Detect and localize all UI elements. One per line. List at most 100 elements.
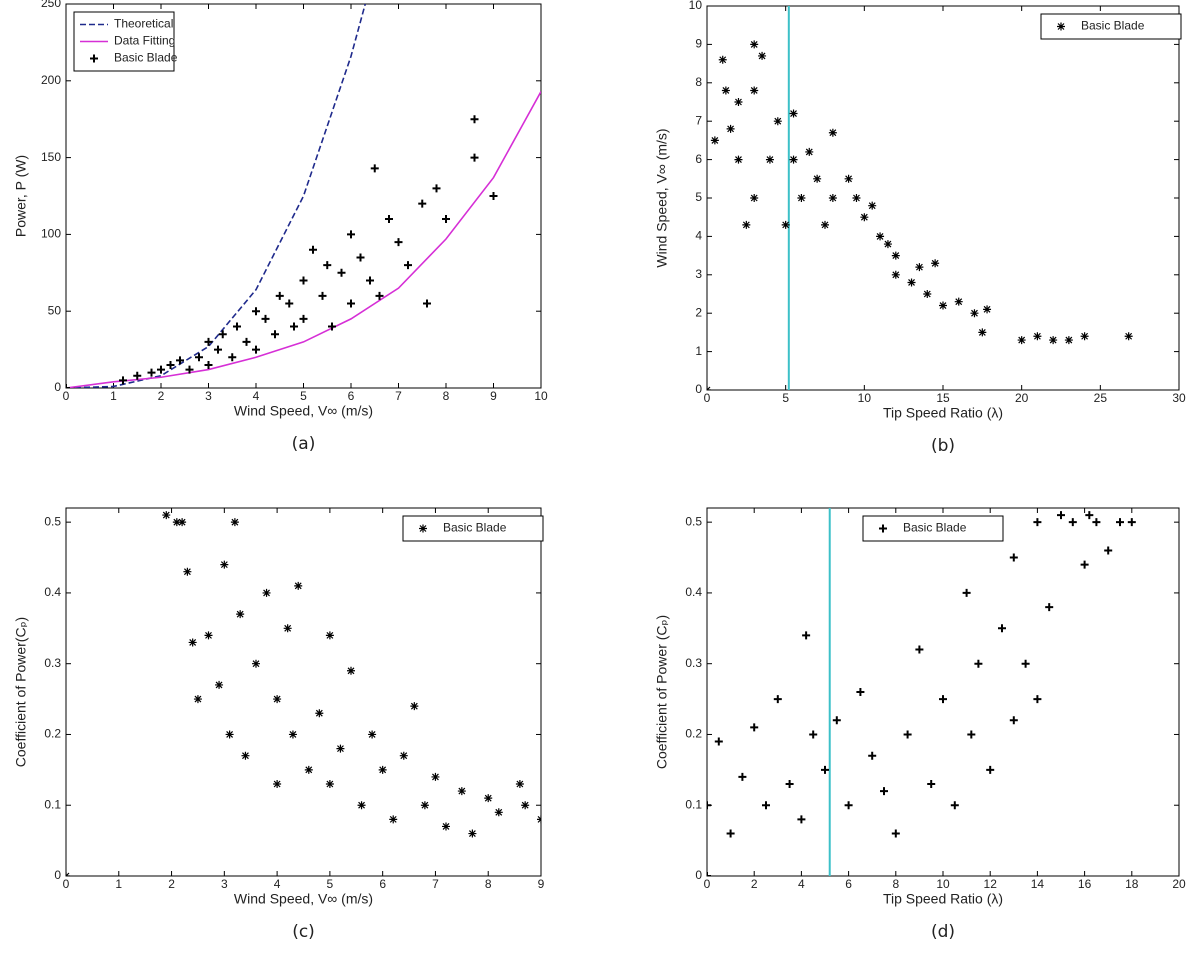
scatter-point [275, 291, 284, 300]
scatter-point [252, 659, 260, 668]
scatter-point [172, 518, 181, 527]
scatter-point [337, 268, 346, 277]
scatter-point [230, 518, 239, 527]
scatter-point [162, 511, 171, 520]
scatter-point [494, 808, 503, 817]
scatter-point [710, 136, 719, 145]
scatter-point [765, 155, 774, 164]
scatter-point [1049, 336, 1058, 345]
legend-label: Basic Blade [443, 521, 507, 535]
x-tick-label: 1 [115, 877, 122, 891]
y-axis-label: Power, P (W) [13, 155, 29, 237]
legend-marker [879, 524, 887, 533]
scatter-point [1057, 511, 1065, 520]
scatter-point [891, 270, 900, 279]
scatter-point [986, 765, 995, 774]
scatter-point [394, 238, 403, 247]
scatter-point [325, 631, 334, 640]
scatter-point [176, 356, 184, 365]
scatter-point [797, 194, 806, 202]
plot-content [707, 6, 1133, 390]
scatter-point [147, 368, 156, 377]
scatter-point [758, 51, 767, 60]
scatter-point [844, 174, 853, 183]
scatter-point [442, 215, 450, 224]
scatter-point [521, 801, 530, 810]
plot-content [66, 511, 541, 876]
scatter-point [262, 588, 271, 597]
scatter-point [356, 253, 365, 262]
x-tick-label: 7 [395, 389, 402, 403]
scatter-point [1085, 511, 1094, 520]
scatter-point [962, 588, 971, 597]
scatter-point [489, 192, 498, 200]
scatter-point [1127, 518, 1136, 527]
scatter-point [707, 801, 711, 810]
caption: (b) [931, 436, 955, 456]
caption: (a) [292, 434, 316, 454]
scatter-point [188, 638, 197, 647]
scatter-point [781, 220, 790, 229]
y-tick-label: 0.1 [685, 797, 702, 811]
scatter-point [204, 631, 213, 640]
scatter-point [418, 199, 427, 208]
scatter-point [242, 337, 251, 346]
y-tick-label: 0 [54, 380, 61, 394]
scatter-point [750, 723, 759, 732]
scatter-point [1009, 553, 1018, 562]
legend-marker [1057, 22, 1065, 31]
y-tick-label: 0.3 [44, 656, 61, 670]
x-tick-label: 7 [432, 877, 439, 891]
scatter-point [927, 780, 936, 788]
y-tick-label: 5 [695, 190, 702, 204]
scatter-point [204, 337, 213, 346]
x-tick-label: 0 [704, 391, 711, 405]
plot-area [65, 507, 542, 877]
y-tick-label: 0.2 [44, 727, 61, 741]
x-tick-label: 10 [534, 389, 548, 403]
x-tick-label: 14 [1031, 877, 1045, 891]
y-axis-label: Wind Speed, V∞ (m/s) [654, 128, 670, 267]
y-tick-label: 4 [695, 229, 702, 243]
y-tick-label: 6 [695, 152, 702, 166]
scatter-point [457, 787, 466, 796]
y-tick-label: 50 [48, 303, 62, 317]
scatter-point [802, 631, 811, 640]
scatter-point [978, 328, 987, 337]
scatter-point [241, 751, 250, 760]
x-tick-label: 8 [485, 877, 492, 891]
scatter-point [537, 815, 541, 824]
scatter-point [891, 251, 900, 260]
scatter-point [133, 371, 142, 380]
scatter-point [714, 737, 723, 746]
x-tick-label: 0 [63, 389, 70, 403]
scatter-point [166, 360, 175, 369]
chart: 0 1 2 3 4 5 6 7 8 9 0 0.1 0.2 0.3 0.4 0.5 Wind Speed, V∞… [13, 507, 545, 942]
x-tick-label: 2 [751, 877, 758, 891]
x-tick-label: 5 [327, 877, 334, 891]
scatter-point [484, 794, 493, 803]
x-tick-label: 5 [300, 389, 307, 403]
x-axis-label: Wind Speed, V∞ (m/s) [234, 891, 373, 907]
scatter-point [431, 772, 440, 781]
legend-label: Basic Blade [1081, 19, 1145, 33]
scatter-point [773, 695, 782, 704]
x-axis-label: Tip Speed Ratio (λ) [883, 891, 1003, 907]
scatter-point [805, 147, 814, 156]
scatter-point [970, 309, 979, 318]
x-tick-label: 4 [274, 877, 281, 891]
x-tick-label: 6 [348, 389, 355, 403]
scatter-point [832, 716, 841, 725]
scatter-point [378, 765, 387, 774]
x-tick-label: 3 [205, 389, 212, 403]
scatter-point [1009, 716, 1018, 725]
scatter-point [797, 815, 806, 824]
scatter-point [750, 86, 759, 95]
caption: (d) [931, 922, 955, 942]
scatter-point [789, 155, 798, 164]
scatter-point [119, 376, 127, 385]
scatter-point [228, 353, 237, 362]
scatter-point [1045, 603, 1054, 612]
scatter-point [1080, 560, 1089, 569]
